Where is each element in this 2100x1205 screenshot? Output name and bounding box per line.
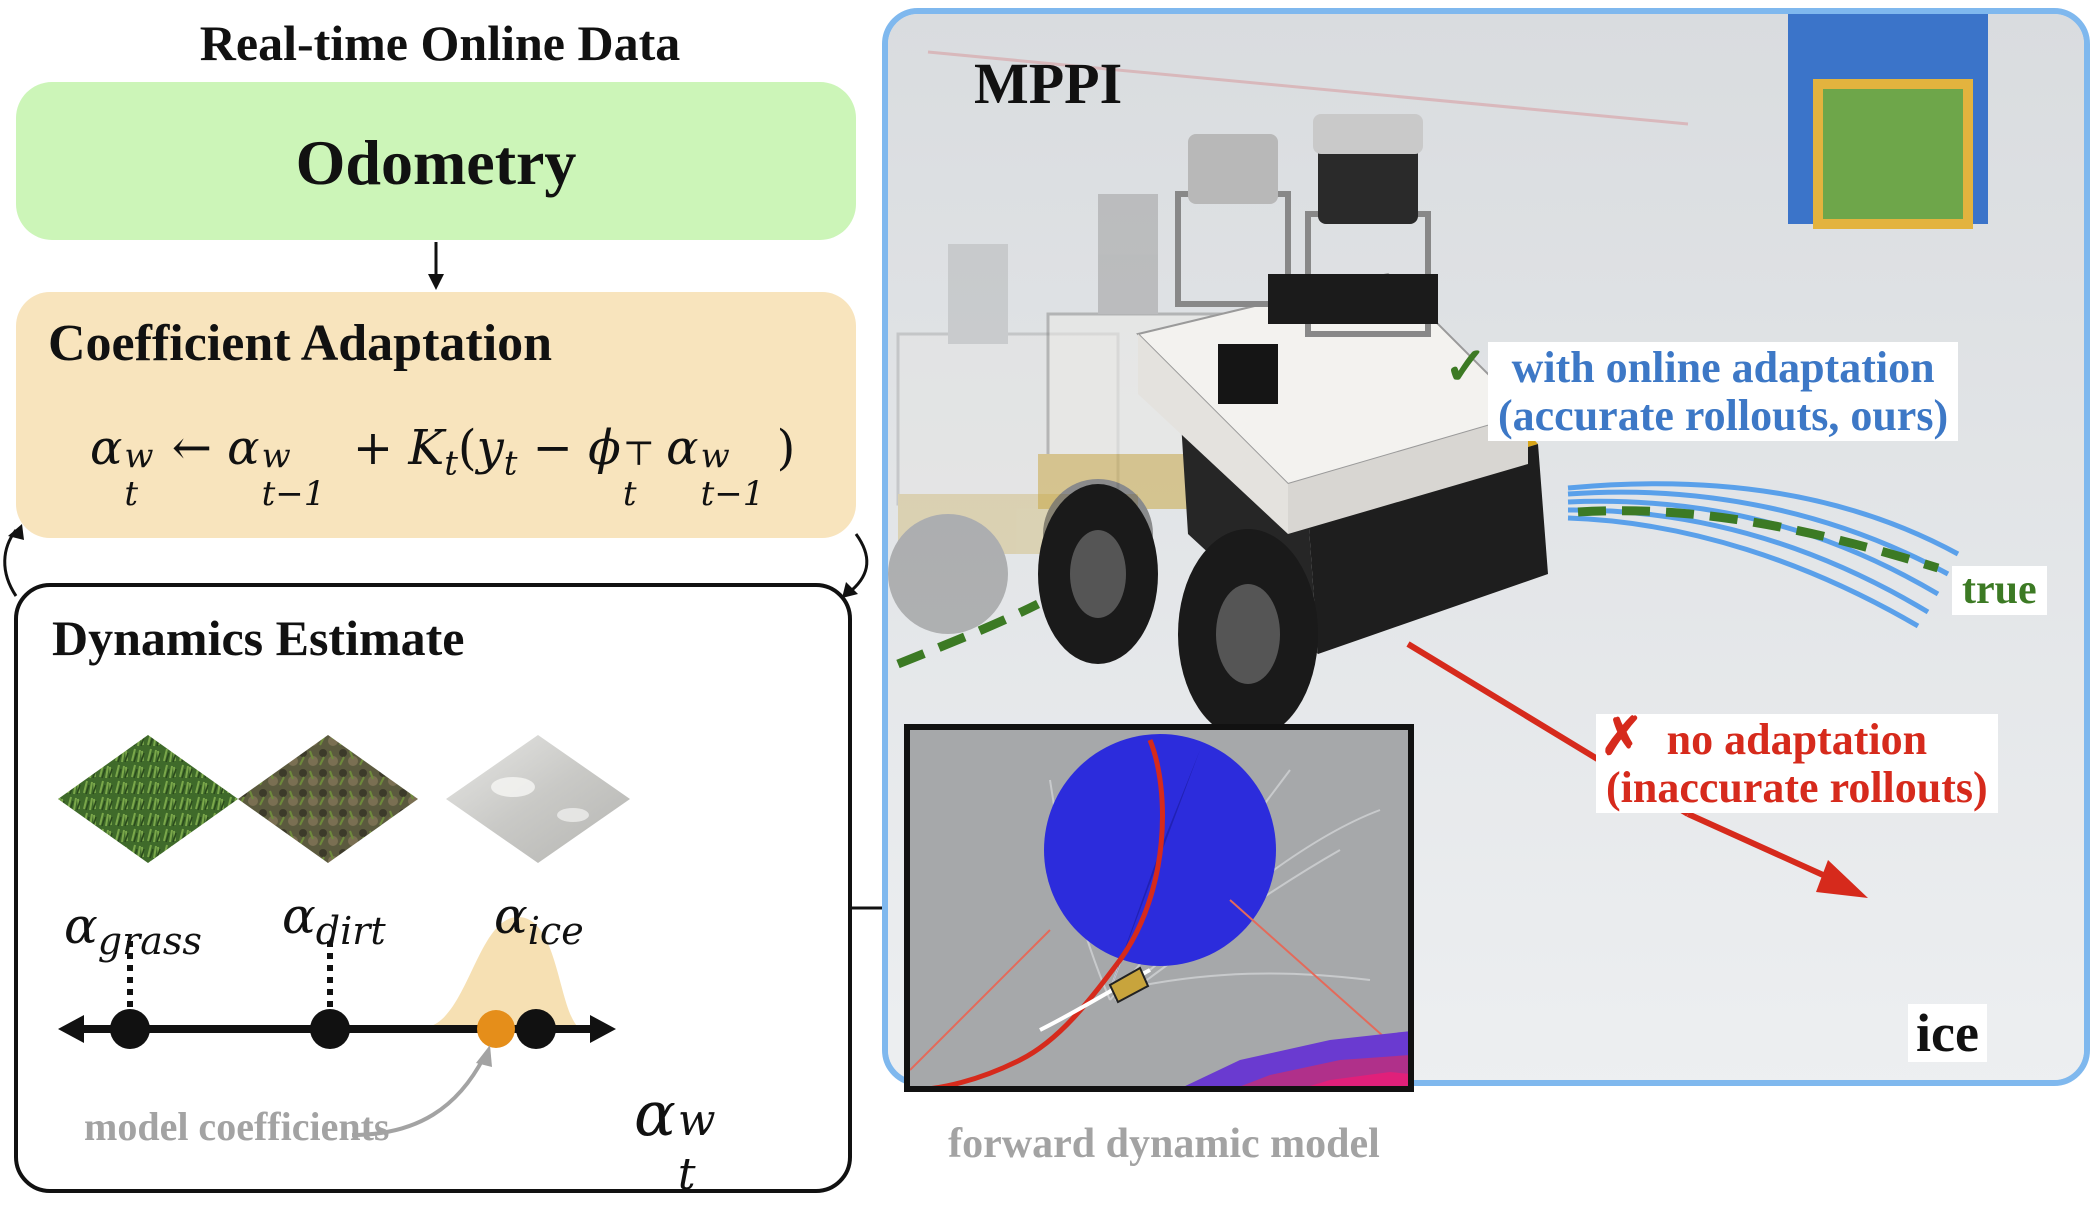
forward-dynamic-model-label: forward dynamic model: [948, 1121, 1380, 1167]
mppi-scene-panel: MPPI ✓ with online adaptation (accurate r…: [882, 8, 2090, 1086]
dirt-tile: [238, 735, 418, 863]
current-coefficient-point: [477, 1010, 515, 1048]
dynamics-estimate-box: Dynamics Estimate: [14, 583, 852, 1200]
dynamics-estimate-graphics: [58, 735, 630, 1137]
coefficient-adaptation-title: Coefficient Adaptation: [48, 315, 553, 372]
adaptation-to-dynamics-arrow: [850, 533, 869, 592]
ice-surface-label: ice: [1908, 1004, 1987, 1062]
foam-cube: [1788, 14, 1988, 229]
mppi-title: MPPI: [974, 51, 1123, 116]
alpha-grass-label: αgrass: [64, 897, 202, 963]
ice-tile: [446, 735, 630, 863]
forward-dynamic-model-inset: [904, 724, 1414, 1092]
true-label: true: [1952, 566, 2047, 616]
no-adaptation-label: ✗ no adaptation (inaccurate rollouts): [1596, 709, 1998, 814]
model-coefficients-arrow: [351, 1056, 486, 1137]
forward-model-visualization: [910, 730, 1408, 1086]
robot: [1038, 114, 1548, 739]
robot-marker: [1108, 966, 1150, 1004]
grass-tile: [58, 735, 238, 863]
cost-heatmap: [1185, 1031, 1408, 1086]
dirt-point: [310, 1009, 350, 1049]
dynamics-estimate-title: Dynamics Estimate: [52, 610, 465, 666]
mppi-scene-graphics: [888, 14, 2084, 1080]
coefficient-distribution: [428, 917, 578, 1027]
red-trajectory: [930, 739, 1165, 1086]
with-adaptation-label: ✓ with online adaptation (accurate rollou…: [1444, 339, 1959, 442]
accurate-rollouts: [1567, 481, 1960, 629]
axis-left-arrow: [58, 1015, 84, 1043]
alpha-ice-label: αice: [494, 887, 584, 953]
odometry-label: Odometry: [295, 127, 577, 198]
true-trajectory-past: [896, 599, 1041, 669]
dynamics-to-adaptation-arrow: [3, 529, 18, 597]
inaccurate-rollout-arrowhead: [1816, 860, 1868, 898]
real-time-online-data-title: Real-time Online Data: [199, 15, 681, 71]
alpha-dirt-label: αdirt: [282, 887, 386, 953]
grass-point: [110, 1009, 150, 1049]
axis-right-arrow: [590, 1015, 616, 1043]
cross-icon: ✗: [1600, 709, 1644, 766]
true-trajectory: [1577, 506, 1940, 573]
ice-point: [516, 1009, 556, 1049]
model-coefficients-label: model coefficients: [84, 1104, 390, 1149]
odometry-box: Odometry: [16, 82, 856, 240]
check-icon: ✓: [1444, 339, 1488, 396]
